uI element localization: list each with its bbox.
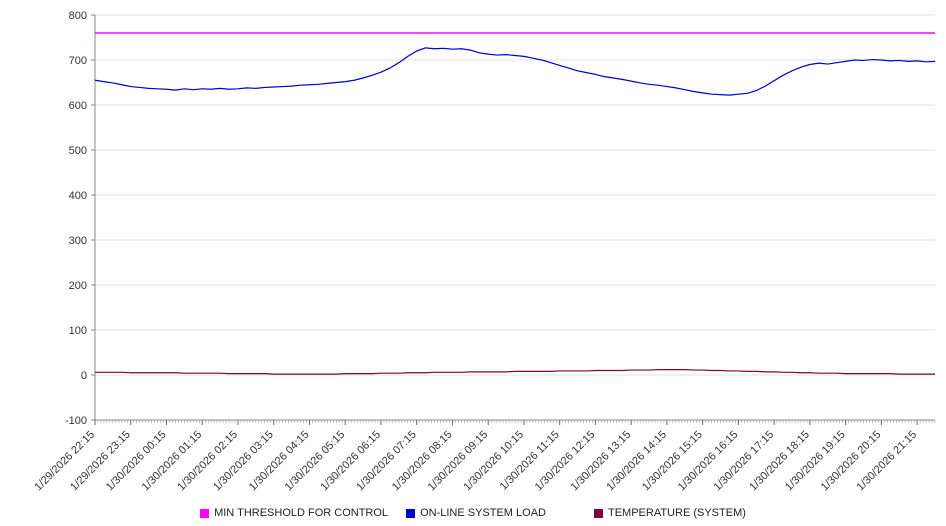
chart-area: -100 0 100 200 300 400 500 600 700 800 1/29/2026 2… xyxy=(32,10,936,494)
svg-text:500: 500 xyxy=(69,145,87,157)
legend-item-system-load: ON-LINE SYSTEM LOAD xyxy=(406,507,546,519)
legend-label: MIN THRESHOLD FOR CONTROL xyxy=(214,507,389,519)
svg-text:200: 200 xyxy=(69,280,87,292)
chart-svg: -100 0 100 200 300 400 500 600 700 800 1/29/2026 2… xyxy=(32,10,936,494)
chart-legend: MIN THRESHOLD FOR CONTROL ON-LINE SYSTEM… xyxy=(0,500,946,526)
svg-text:100: 100 xyxy=(69,325,87,337)
svg-text:1/29/2026 22:15: 1/29/2026 22:15 xyxy=(32,429,97,494)
legend-swatch xyxy=(406,508,416,518)
svg-text:0: 0 xyxy=(81,370,87,382)
legend-label: ON-LINE SYSTEM LOAD xyxy=(420,507,546,519)
svg-text:600: 600 xyxy=(69,100,87,112)
svg-text:-100: -100 xyxy=(65,415,87,427)
svg-text:400: 400 xyxy=(69,190,87,202)
svg-text:300: 300 xyxy=(69,235,87,247)
legend-item-min-threshold: MIN THRESHOLD FOR CONTROL xyxy=(200,507,388,519)
legend-label: TEMPERATURE (SYSTEM) xyxy=(607,507,746,519)
legend-swatch xyxy=(200,508,210,518)
svg-text:800: 800 xyxy=(69,10,87,22)
legend-swatch xyxy=(593,508,603,518)
legend-item-temperature: TEMPERATURE (SYSTEM) xyxy=(593,507,746,519)
svg-text:700: 700 xyxy=(69,55,87,67)
